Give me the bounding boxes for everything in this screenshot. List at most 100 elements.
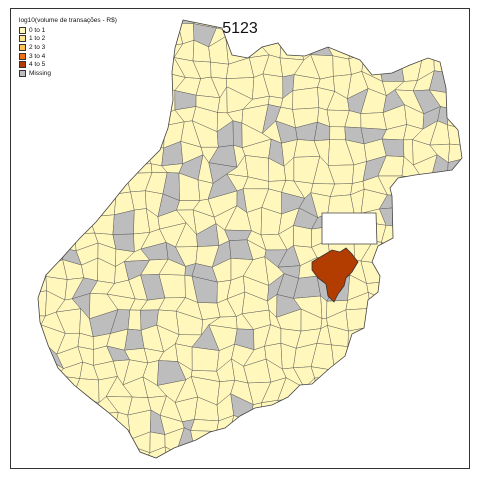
municipality-cell (38, 230, 41, 250)
municipality-cell (415, 381, 436, 403)
municipality-cell (412, 246, 440, 260)
municipality-cell (5, 347, 33, 366)
municipality-cell (163, 20, 179, 24)
municipality-cell (214, 431, 233, 452)
municipality-cell (417, 364, 436, 387)
municipality-cell (435, 205, 452, 234)
municipality-cell (413, 394, 435, 416)
municipality-cell (11, 128, 31, 142)
legend-swatch (19, 43, 26, 51)
municipality-cell (449, 240, 462, 268)
municipality-cell (59, 109, 84, 124)
municipality-cell (327, 21, 356, 48)
legend-label: 0 to 1 (29, 26, 46, 34)
municipality-cell (379, 412, 407, 433)
municipality-cell (360, 20, 387, 49)
municipality-cell (38, 449, 62, 458)
municipality-cell (4, 330, 31, 354)
municipality-cell (467, 399, 480, 422)
municipality-cell (58, 121, 84, 150)
municipality-cell (310, 366, 335, 379)
legend-item-2-to-3: 2 to 3 (19, 43, 117, 52)
municipality-cell (447, 292, 462, 320)
municipality-cell (331, 344, 349, 371)
municipality-cell (122, 73, 146, 94)
municipality-cell (38, 121, 60, 150)
municipality-cell (464, 190, 480, 217)
municipality-cell (38, 109, 61, 127)
municipality-cell (5, 397, 32, 410)
municipality-cell (431, 191, 452, 218)
municipality-cell (381, 225, 408, 249)
municipality-cell (113, 123, 133, 151)
legend-swatch (19, 69, 26, 77)
municipality-cell (125, 129, 145, 147)
municipality-cell (111, 106, 133, 134)
municipality-cell (310, 467, 337, 480)
municipality-cell (379, 241, 408, 264)
municipality-cell (397, 195, 422, 213)
municipality-cell (420, 211, 442, 235)
municipality-cell (278, 427, 302, 457)
legend-item-4-to-5: 4 to 5 (19, 60, 117, 69)
municipality-cell (43, 81, 60, 94)
municipality-cell (38, 452, 51, 458)
municipality-cell (259, 400, 287, 422)
municipality-cell (38, 360, 51, 383)
municipality-cell (450, 358, 462, 386)
municipality-cell (446, 20, 462, 30)
municipality-cell (38, 462, 67, 480)
municipality-cell (73, 164, 99, 185)
municipality-cell (345, 393, 373, 422)
municipality-cell (298, 24, 318, 48)
municipality-cell (43, 192, 67, 219)
municipality-cell (464, 159, 480, 181)
municipality-cell (10, 464, 24, 480)
municipality-cell (380, 20, 404, 30)
municipality-cell (450, 434, 462, 453)
municipality-cell (38, 381, 48, 404)
municipality-cell (465, 444, 480, 469)
municipality-cell (367, 345, 391, 368)
municipality-cell (348, 434, 372, 453)
municipality-cell (7, 228, 32, 249)
municipality-cell (446, 313, 462, 332)
municipality-cell (379, 260, 408, 284)
municipality-cell (400, 40, 424, 61)
municipality-cell (398, 273, 423, 303)
municipality-cell (400, 20, 420, 30)
legend-item-1-to-2: 1 to 2 (19, 35, 117, 44)
municipality-cell (435, 229, 459, 248)
municipality-cell (395, 384, 424, 396)
municipality-cell (450, 190, 462, 218)
municipality-cell (417, 345, 437, 370)
municipality-cell (57, 89, 84, 113)
municipality-cell (268, 461, 288, 480)
municipality-cell (7, 173, 27, 194)
municipality-cell (61, 464, 84, 480)
municipality-cell (5, 410, 32, 439)
state-outline (37, 19, 463, 459)
municipality-cell (145, 86, 165, 116)
municipality-cell (122, 86, 148, 110)
municipality-cell (463, 277, 480, 293)
municipality-cell (190, 430, 217, 446)
municipality-cell (378, 348, 406, 368)
municipality-cell (313, 428, 337, 451)
municipality-cell (214, 444, 235, 458)
legend-swatch (19, 52, 26, 60)
municipality-cell (78, 111, 94, 134)
municipality-cell (417, 44, 440, 56)
municipality-cell (380, 333, 402, 354)
municipality-cell (446, 20, 462, 49)
municipality-cell (142, 125, 165, 149)
municipality-cell (210, 61, 229, 79)
municipality-cell (92, 443, 113, 458)
municipality-cell (446, 330, 462, 348)
municipality-cell (463, 291, 480, 313)
municipality-cell (4, 313, 29, 333)
municipality-cell (430, 295, 452, 320)
municipality-cell (11, 76, 27, 89)
municipality-cell (127, 309, 142, 331)
municipality-cell (316, 20, 329, 30)
